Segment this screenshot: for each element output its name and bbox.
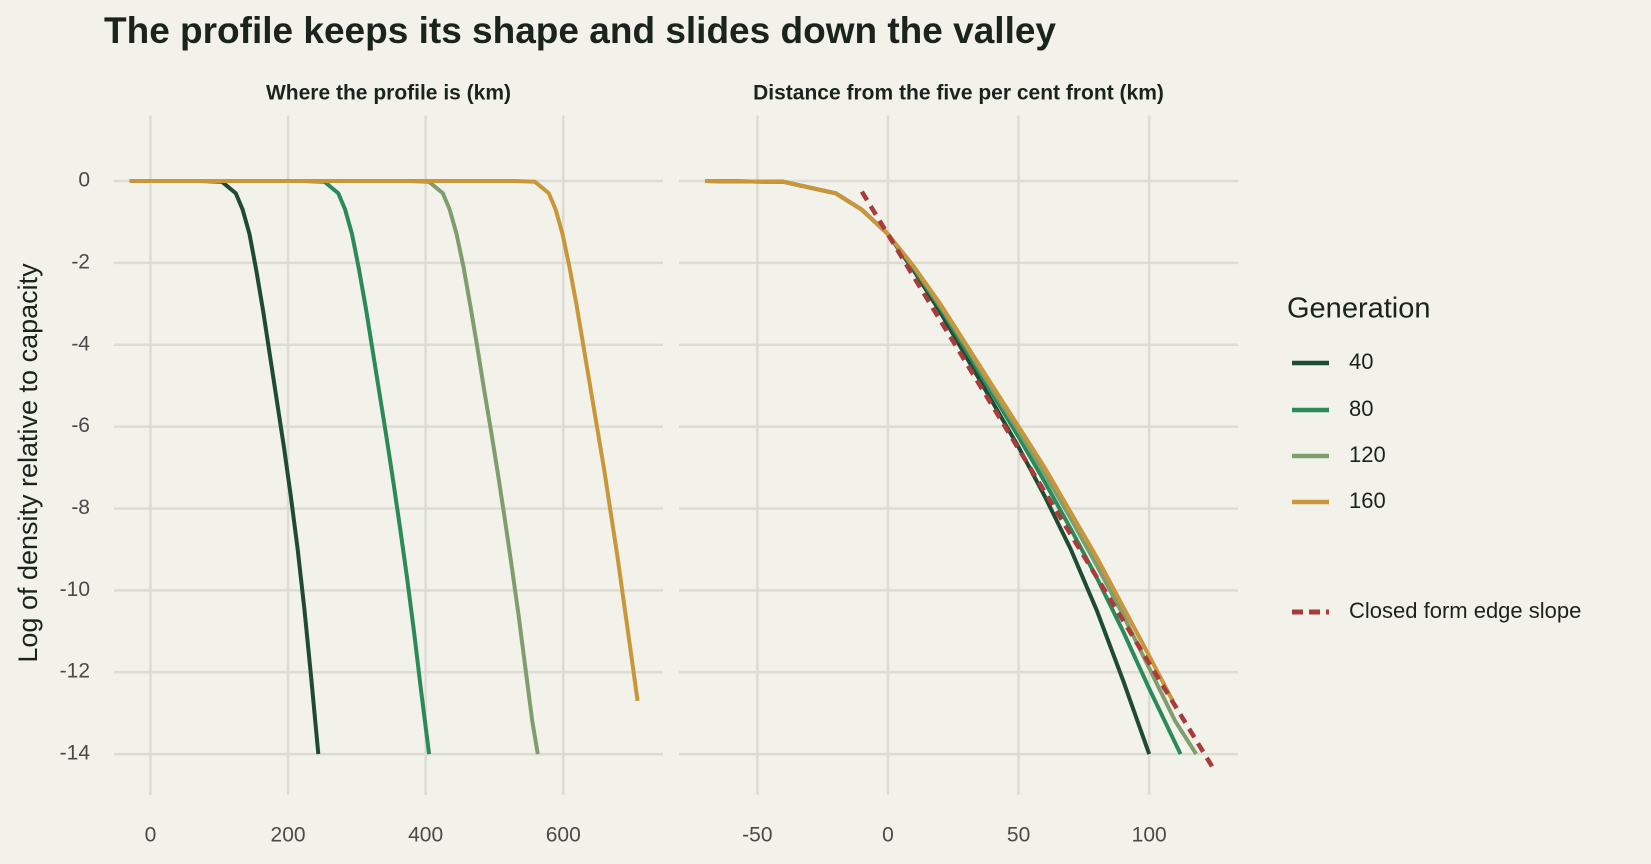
y-tick-label: -10 xyxy=(60,578,90,601)
series-line xyxy=(129,178,540,755)
legend-label: 80 xyxy=(1349,396,1373,421)
panel-title: Distance from the five per cent front (k… xyxy=(753,82,1164,105)
legend-label: 40 xyxy=(1349,349,1373,374)
x-tick-label: -50 xyxy=(742,824,772,847)
series-line xyxy=(129,178,321,755)
x-tick-label: 100 xyxy=(1132,824,1167,847)
series-line xyxy=(859,190,1217,772)
y-tick-label: 0 xyxy=(78,169,90,192)
x-tick-label: 0 xyxy=(145,824,157,847)
panel-title: Where the profile is (km) xyxy=(266,82,511,105)
chart-title: The profile keeps its shape and slides d… xyxy=(104,10,1056,51)
legend-title: Generation xyxy=(1287,293,1431,325)
legend-label: Closed form edge slope xyxy=(1349,598,1581,623)
x-tick-label: 50 xyxy=(1007,824,1030,847)
x-tick-label: 200 xyxy=(271,824,306,847)
legend-label: 160 xyxy=(1349,488,1386,513)
series-line xyxy=(129,178,432,755)
x-tick-label: 400 xyxy=(408,824,443,847)
y-tick-label: -8 xyxy=(71,496,90,519)
y-tick-label: -12 xyxy=(60,660,90,683)
x-tick-label: 600 xyxy=(546,824,581,847)
y-tick-label: -14 xyxy=(60,742,91,765)
y-axis-label: Log of density relative to capacity xyxy=(13,263,43,663)
x-tick-label: 0 xyxy=(882,824,894,847)
series-line xyxy=(705,178,1175,702)
legend-label: 120 xyxy=(1349,442,1386,467)
y-tick-label: -4 xyxy=(71,332,90,355)
y-tick-label: -6 xyxy=(71,414,90,437)
y-tick-label: -2 xyxy=(71,250,90,273)
series-line xyxy=(129,178,640,702)
